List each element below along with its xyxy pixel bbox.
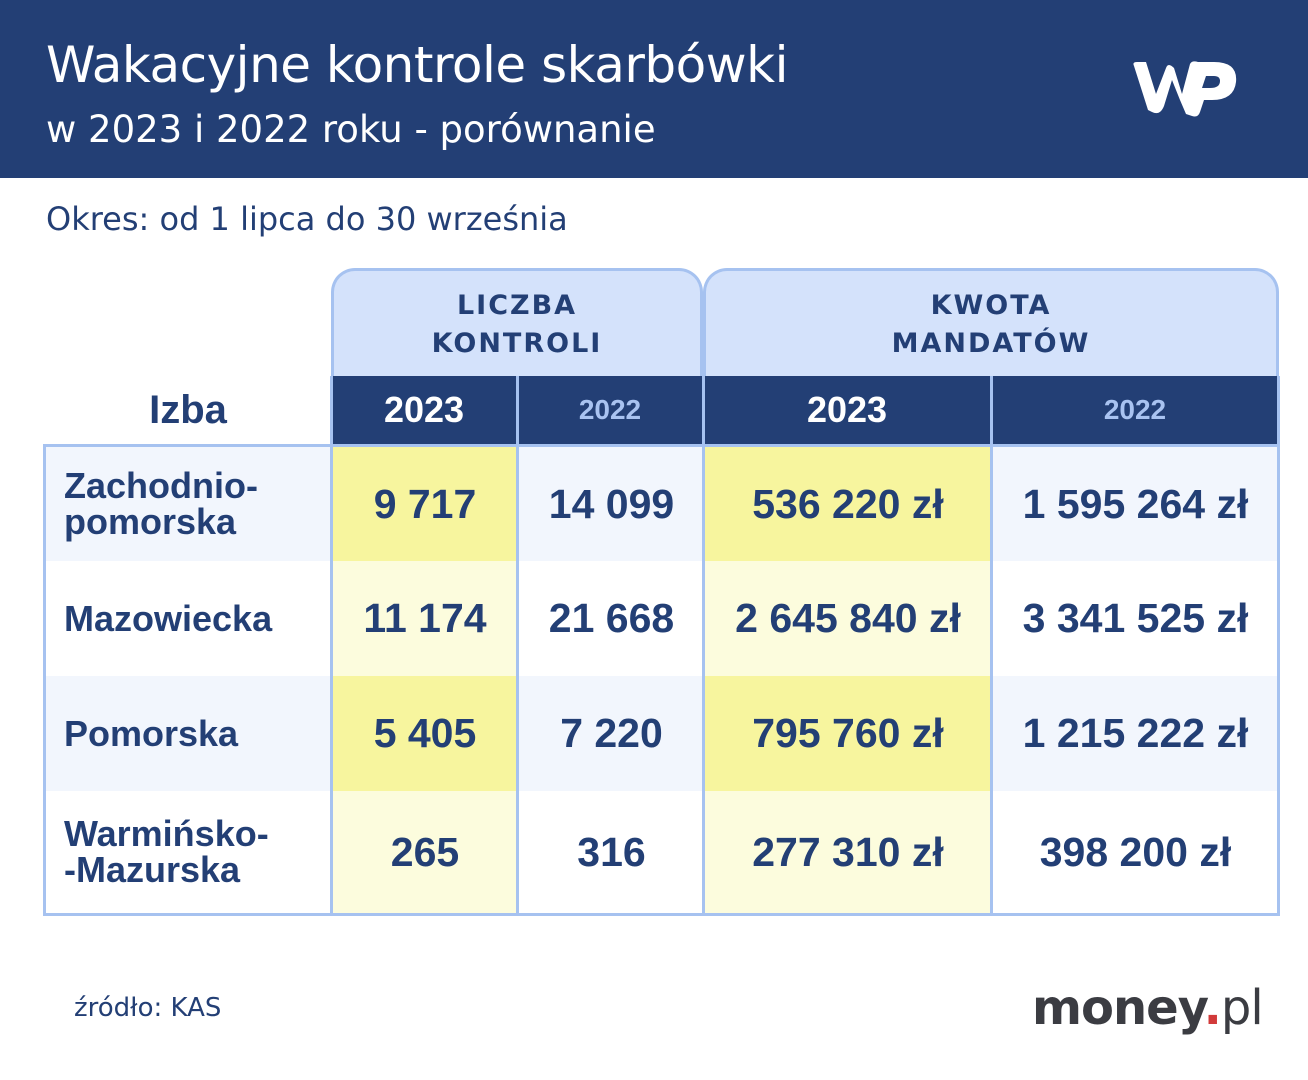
header-banner: Wakacyjne kontrole skarbówki w 2023 i 20… [0,0,1308,178]
table-cell: 1 215 222 zł [1022,710,1249,756]
highlight-2023-cell [333,447,517,561]
wp-logo-icon [1133,61,1237,117]
row-label-mazowiecka: Mazowiecka [64,597,273,639]
table-cell: 11 174 [363,595,487,641]
period-label: Okres: od 1 lipca do 30 września [46,200,568,238]
table-cell: 1 595 264 zł [1022,480,1249,527]
table-cell: 3 341 525 zł [1022,595,1249,641]
column-divider [516,376,519,916]
year-header-cell: 2023 [703,376,991,444]
table-frame [43,444,1280,916]
row-label-zachodniopomorska: Zachodnio-pomorska [64,465,258,542]
column-divider [990,376,993,916]
table-row-bg [46,676,1277,791]
group-header-kwota-mandatow: KWOTA MANDATÓW [703,268,1279,378]
table-cell: 21 668 [548,595,675,641]
year-header-cell: 2022 [991,376,1279,444]
row-header-label: Izba [149,387,227,432]
row-label-pomorska: Pomorska [64,712,239,754]
source-note: źródło: KAS [74,993,222,1023]
table-row-bg [46,791,1277,913]
row-label-warminsko-mazurska: Warmińsko- -Mazurska [64,813,269,890]
group-header-label: LICZBA KONTROLI [431,289,603,359]
table-cell: 7 220 [560,710,663,756]
highlight-2023-cell [333,791,517,913]
highlight-2023-cell [705,447,991,561]
group-header-label: KWOTA MANDATÓW [891,289,1091,359]
table-cell: 265 [390,828,460,875]
table-cell: 9 717 [373,480,477,527]
table-cell: 14 099 [548,480,675,527]
highlight-2023-cell [705,676,991,791]
table-cell: 5 405 [373,710,477,756]
year-header-cell: 2022 [517,376,703,444]
table-row-bg [46,447,1277,561]
table-cell: 398 200 zł [1039,828,1232,875]
table-cell: 536 220 zł [752,480,944,527]
group-header-liczba-kontroli: LICZBA KONTROLI [331,268,703,378]
highlight-2023-cell [333,676,517,791]
highlight-2023-cell [705,791,991,913]
table-cell: 2 645 840 zł [735,595,961,641]
chart-title: Wakacyjne kontrole skarbówki [46,36,788,94]
table-cell: 316 [577,828,646,875]
year-header-cell: 2023 [331,376,517,444]
table-row-bg [46,561,1277,676]
column-divider [702,376,705,916]
column-divider [330,376,333,916]
table-cell: 277 310 zł [752,828,944,875]
highlight-2023-cell [333,561,517,676]
chart-subtitle: w 2023 i 2022 roku - porównanie [46,108,656,151]
highlight-2023-cell [705,561,991,676]
money-pl-logo: money.pl [1032,980,1264,1036]
table-cell: 795 760 zł [752,710,944,756]
